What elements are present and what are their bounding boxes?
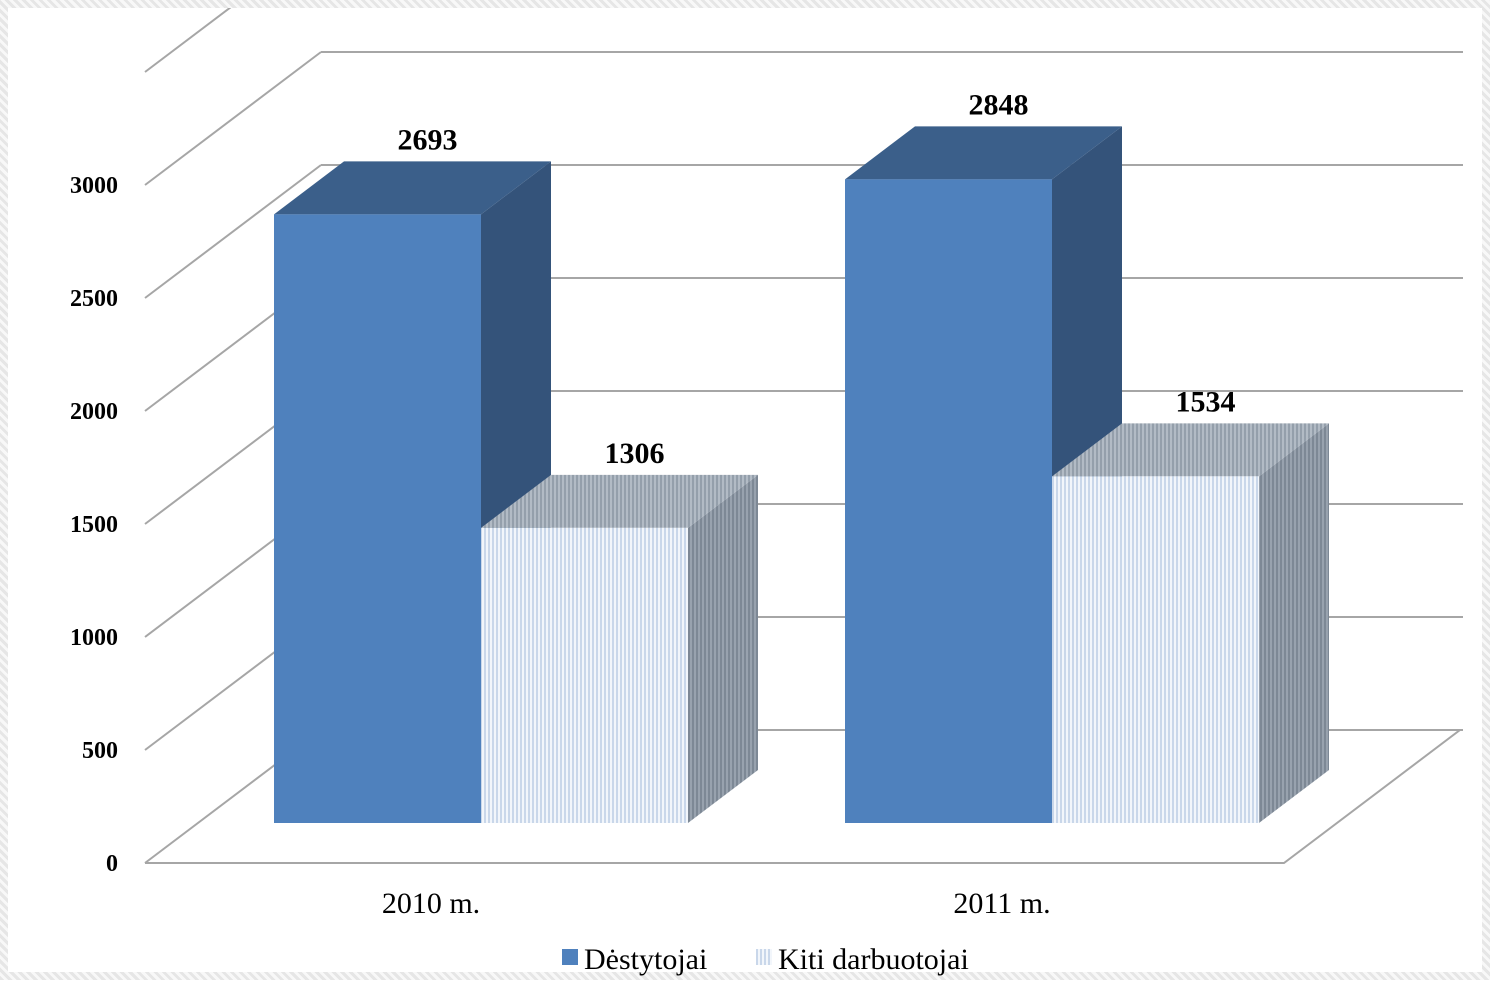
bar-kiti-darbuotojai-0 <box>481 474 758 823</box>
bar-front <box>1052 476 1259 823</box>
gridline-side <box>144 51 322 186</box>
data-label: 1534 <box>1176 385 1236 418</box>
y-tick-label: 2000 <box>70 399 118 425</box>
gridline-side <box>144 8 232 73</box>
bar-top <box>1052 423 1329 477</box>
legend-label: Kiti darbuotojai <box>778 943 969 976</box>
bar-kiti-darbuotojai-1 <box>1052 423 1329 823</box>
bar-front <box>481 527 688 823</box>
bar-top <box>845 126 1122 180</box>
data-label: 2848 <box>969 88 1029 121</box>
legend-item-destytojai: Dėstytojai <box>562 943 707 976</box>
bar-top <box>274 161 551 215</box>
legend-swatch <box>756 949 772 965</box>
gridline-side <box>144 164 322 299</box>
bar-top <box>481 474 758 528</box>
bar-side <box>688 474 758 823</box>
y-tick-label: 0 <box>106 851 118 877</box>
legend-item-kiti-darbuotojai: Kiti darbuotojai <box>756 943 969 976</box>
bar-side <box>1259 423 1329 823</box>
bar-front <box>845 179 1052 824</box>
y-tick-label: 2500 <box>70 286 118 312</box>
legend-label: Dėstytojai <box>584 943 707 976</box>
y-tick-label: 1000 <box>70 625 118 651</box>
x-category-label: 2011 m. <box>953 887 1050 920</box>
bar-chart-3d: 0 500 1000 1500 2000 2500 3000 2693 1306 2010 m. 2… <box>70 8 1463 976</box>
data-label: 1306 <box>605 437 665 470</box>
y-tick-label: 1500 <box>70 512 118 538</box>
legend-swatch <box>562 949 578 965</box>
y-tick-label: 3000 <box>70 173 118 199</box>
floor-outline <box>145 729 1463 864</box>
bar-front <box>274 214 481 823</box>
y-tick-label: 500 <box>82 738 118 764</box>
x-category-label: 2010 m. <box>382 887 480 920</box>
data-label: 2693 <box>398 123 458 156</box>
